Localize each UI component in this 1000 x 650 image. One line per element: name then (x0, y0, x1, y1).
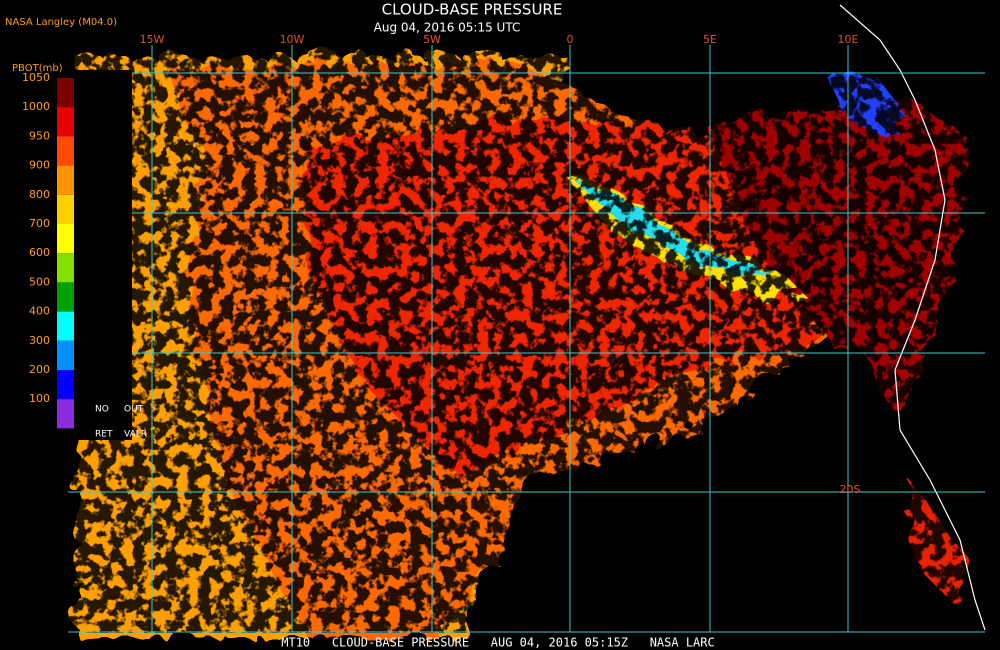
longitude-label: 15W (140, 33, 165, 46)
legend-tick-label: 800 (29, 188, 50, 201)
graticule (68, 45, 985, 633)
legend-tick-label: 700 (29, 217, 50, 230)
legend-tick-label: 200 (29, 363, 50, 376)
legend-note: OUT (124, 405, 144, 415)
legend-note: NO (95, 405, 109, 415)
legend-swatch (57, 224, 74, 254)
legend-tick-label: 500 (29, 275, 50, 288)
longitude-label: 10E (838, 33, 859, 46)
legend-swatch (57, 399, 74, 429)
legend-tick-label: 1050 (22, 71, 50, 84)
cloud-gaps (68, 45, 985, 633)
legend-swatch (57, 282, 74, 312)
legend-tick-label: 600 (29, 246, 50, 259)
legend-note: RET (95, 430, 113, 440)
legend-swatch (57, 253, 74, 283)
legend-swatch (57, 136, 74, 166)
longitude-label: 10W (280, 33, 305, 46)
legend-swatch (57, 165, 74, 195)
legend-note: VALR (124, 430, 147, 440)
legend-tick-label: 950 (29, 129, 50, 142)
legend-swatch (57, 78, 74, 108)
longitude-label: 5W (423, 33, 441, 46)
coastline (839, 4, 986, 631)
legend-swatch (57, 370, 74, 400)
legend-tick-label: 400 (29, 305, 50, 318)
source: NASA Langley (M04.0) (5, 17, 117, 28)
legend-swatch (57, 311, 74, 341)
title: CLOUD-BASE PRESSURE (382, 1, 563, 19)
datetime: Aug 04, 2016 05:15 UTC (374, 21, 521, 35)
longitude-label: 5E (703, 33, 717, 46)
legend-swatch (57, 340, 74, 370)
longitude-label: 0 (567, 33, 574, 46)
legend-tick-label: 100 (29, 392, 50, 405)
legend-swatch (57, 194, 74, 224)
footer: MT10 CLOUD-BASE PRESSURE AUG 04, 2016 05… (281, 636, 714, 650)
legend-swatch (57, 107, 74, 137)
legend-tick-label: 1000 (22, 100, 50, 113)
legend-tick-label: 900 (29, 159, 50, 172)
latitude-label: 20S (840, 483, 861, 496)
legend-label: PBOT(mb) (12, 63, 63, 74)
legend-tick-label: 300 (29, 334, 50, 347)
